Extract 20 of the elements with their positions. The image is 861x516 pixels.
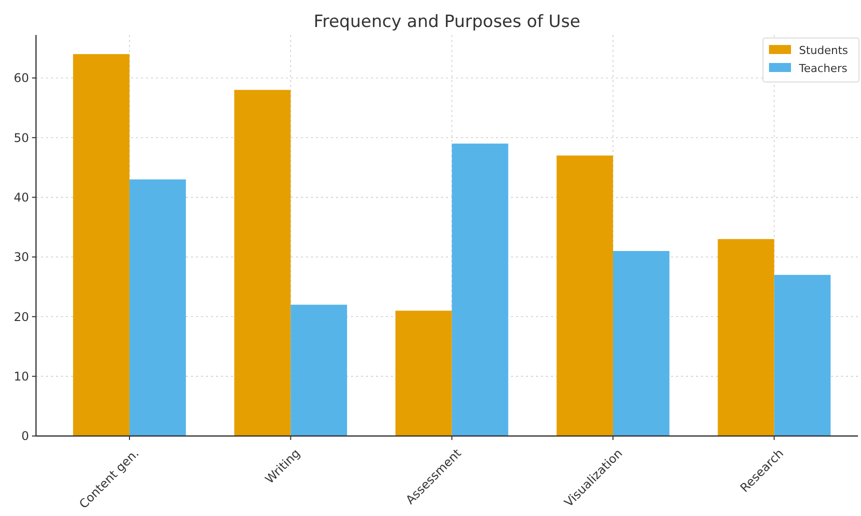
bar	[452, 144, 508, 436]
bar	[774, 274, 831, 436]
bar	[73, 54, 130, 436]
y-tick-label: 20	[14, 310, 29, 324]
bar	[234, 90, 291, 436]
bar	[613, 251, 670, 436]
bar	[556, 156, 614, 436]
y-tick-label: 10	[14, 370, 29, 384]
legend-label: Students	[799, 44, 848, 57]
legend-label: Teachers	[798, 62, 848, 75]
bar	[718, 239, 774, 436]
y-tick-label: 50	[14, 130, 29, 145]
bar	[395, 310, 452, 436]
y-tick-label: 60	[14, 71, 29, 86]
y-tick-label: 40	[14, 190, 29, 205]
bar	[129, 179, 186, 436]
bar	[290, 304, 348, 436]
chart-title: Frequency and Purposes of Use	[314, 12, 580, 32]
y-tick-label: 0	[21, 429, 29, 444]
y-tick-label: 30	[14, 250, 29, 264]
